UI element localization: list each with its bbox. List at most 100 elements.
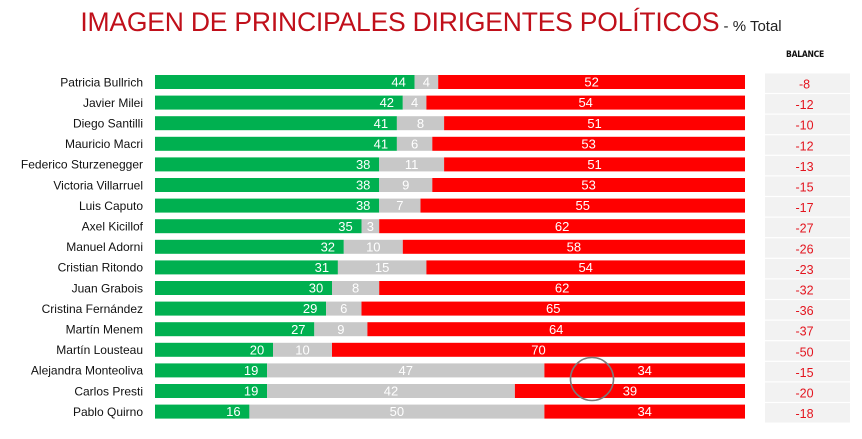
pointer-circle-overlay <box>569 356 615 402</box>
bar-segment-neutral <box>249 404 545 419</box>
bar-segment-positive <box>155 136 397 151</box>
bar-value-label-positive: 16 <box>226 404 240 419</box>
category-label: Pablo Quirno <box>73 405 143 419</box>
bar-value-label-negative: 54 <box>578 260 592 275</box>
balance-column: -8 -12 -10 -12 -13 -15 -17 -27 -26 -23 -32 -36 -37 -5… <box>765 73 850 423</box>
bar-segment-neutral <box>326 301 362 316</box>
bar-segment-negative <box>379 281 745 295</box>
category-label: Victoria Villarruel <box>53 178 143 192</box>
bar-segment-positive <box>155 116 397 131</box>
balance-value: -36 <box>795 304 813 318</box>
bar-value-label-negative: 62 <box>555 219 569 234</box>
bar-segment-neutral <box>379 157 445 172</box>
bar-segment-positive <box>155 363 268 378</box>
balance-value: -32 <box>795 284 813 298</box>
bar-segment-negative <box>420 198 745 213</box>
category-label: Federico Sturzenegger <box>21 158 143 172</box>
bar-value-label-negative: 58 <box>567 239 581 254</box>
bar-segment-neutral <box>396 136 433 151</box>
balance-cell <box>765 94 850 114</box>
balance-value: -26 <box>795 242 813 256</box>
bar-value-label-positive: 38 <box>356 198 370 213</box>
balance-value: -23 <box>795 263 813 277</box>
bar-segment-positive <box>155 198 380 213</box>
bar-value-label-neutral: 42 <box>384 384 398 399</box>
bar-segment-negative <box>332 342 745 357</box>
bar-value-label-negative: 55 <box>576 198 590 213</box>
bar-segment-positive <box>155 322 315 337</box>
bar-value-label-positive: 27 <box>291 322 305 337</box>
bar-segment-neutral <box>267 363 545 378</box>
bar-value-label-neutral: 6 <box>411 136 418 151</box>
balance-value: -17 <box>795 201 813 215</box>
bar-segment-neutral <box>273 342 332 357</box>
balance-value: -50 <box>795 345 813 359</box>
bar-value-label-negative: 39 <box>623 384 637 399</box>
bar-segment-negative <box>544 404 745 419</box>
bar-value-label-negative: 53 <box>581 178 595 193</box>
bar-segment-neutral <box>396 116 445 131</box>
balance-value: -18 <box>795 407 813 421</box>
chart-title-main: IMAGEN DE PRINCIPALES DIRIGENTES POLÍTIC… <box>80 7 720 37</box>
balance-cell <box>765 300 850 320</box>
bar-value-label-negative: 34 <box>637 404 651 419</box>
category-label: Manuel Adorni <box>66 240 143 254</box>
balance-cell <box>765 155 850 176</box>
category-label: Cristian Ritondo <box>58 261 144 275</box>
bar-value-label-neutral: 15 <box>375 260 389 275</box>
bar-segment-negative <box>432 136 745 151</box>
bar-segment-negative <box>402 239 745 254</box>
bar-value-label-negative: 51 <box>587 157 601 172</box>
balance-value: -20 <box>795 387 813 401</box>
bar-segment-negative <box>426 260 745 275</box>
category-label: Patricia Bullrich <box>60 75 143 89</box>
bar-value-label-neutral: 3 <box>367 219 374 234</box>
balance-value: -12 <box>795 98 813 112</box>
bar-segment-neutral <box>267 384 515 398</box>
bar-value-label-negative: 70 <box>531 342 545 357</box>
category-label: Mauricio Macri <box>65 137 143 151</box>
balance-value: -15 <box>795 366 813 380</box>
category-label: Luis Caputo <box>79 199 143 213</box>
category-label: Axel Kicillof <box>82 220 144 234</box>
bar-segment-positive <box>155 239 344 254</box>
bar-value-label-neutral: 4 <box>423 75 430 90</box>
balance-cell <box>765 114 850 135</box>
bar-segment-neutral <box>379 198 421 213</box>
bar-segment-neutral <box>361 219 380 234</box>
bar-segment-negative <box>444 116 745 131</box>
bar-value-label-positive: 38 <box>356 157 370 172</box>
bar-segment-negative <box>361 301 745 316</box>
bar-value-label-positive: 19 <box>244 384 258 399</box>
bar-value-label-positive: 38 <box>356 178 370 193</box>
bar-segment-positive <box>155 219 362 234</box>
bar-segment-neutral <box>414 75 439 89</box>
category-label: Martín Menem <box>66 323 143 337</box>
bar-value-label-positive: 42 <box>380 95 394 110</box>
bar-segment-positive <box>155 157 380 172</box>
balance-column-header: BALANCE <box>786 50 825 60</box>
balance-cell <box>765 320 850 341</box>
balance-cell <box>765 403 850 423</box>
balance-value: -15 <box>795 181 813 195</box>
bar-value-label-positive: 41 <box>374 136 388 151</box>
bar-segment-positive <box>155 260 338 275</box>
bar-value-label-neutral: 7 <box>396 198 403 213</box>
balance-cell <box>765 279 850 299</box>
bar-value-label-neutral: 47 <box>399 363 413 378</box>
category-label: Martín Lousteau <box>56 343 143 357</box>
bar-segment-negative <box>426 95 745 110</box>
bar-value-label-neutral: 9 <box>337 322 344 337</box>
category-label: Cristina Fernández <box>42 302 143 316</box>
bar-value-label-neutral: 6 <box>340 301 347 316</box>
bar-segment-positive <box>155 95 403 110</box>
bar-value-label-positive: 20 <box>250 342 264 357</box>
bar-value-label-positive: 30 <box>309 281 323 296</box>
chart-title-subtitle: - % Total <box>719 18 782 35</box>
bar-segment-negative <box>379 219 745 234</box>
bar-segment-positive <box>155 75 415 89</box>
bar-value-label-negative: 62 <box>555 281 569 296</box>
balance-cell <box>765 341 850 361</box>
bar-segment-neutral <box>332 281 380 295</box>
